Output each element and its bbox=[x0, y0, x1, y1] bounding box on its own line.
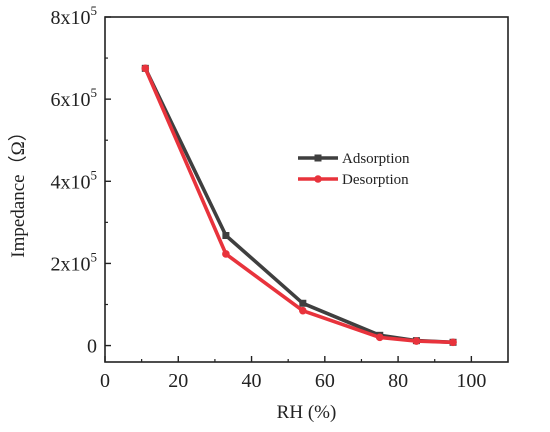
legend-marker-desorption bbox=[314, 175, 322, 183]
y-axis-title: Impedance（Ω） bbox=[7, 122, 29, 257]
x-tick-label: 0 bbox=[100, 370, 110, 392]
data-point-desorption bbox=[449, 338, 457, 347]
data-point-adsorption bbox=[222, 232, 230, 239]
y-tick-label: 2x105 bbox=[51, 249, 98, 275]
y-tick-label: 6x105 bbox=[51, 85, 98, 111]
x-tick-label: 40 bbox=[242, 370, 262, 392]
y-tick-label: 8x105 bbox=[51, 3, 98, 29]
x-axis-ticks: 0 20 40 60 80 100 bbox=[100, 356, 486, 392]
data-point-desorption bbox=[375, 333, 384, 342]
plot-frame bbox=[104, 16, 509, 363]
legend-label-adsorption: Adsorption bbox=[342, 151, 410, 167]
y-axis-ticks: 0 2x105 4x105 6x105 8x105 bbox=[51, 3, 111, 358]
series-layer bbox=[141, 64, 457, 347]
x-tick-label: 60 bbox=[315, 370, 335, 392]
data-point-desorption bbox=[412, 337, 421, 345]
series-line-desorption bbox=[143, 67, 454, 345]
data-point-desorption bbox=[141, 64, 150, 73]
x-tick-label: 80 bbox=[388, 370, 408, 392]
data-point-desorption bbox=[222, 250, 230, 258]
data-point-adsorption bbox=[299, 299, 307, 307]
y-tick-label: 4x105 bbox=[51, 167, 98, 193]
series-line-adsorption bbox=[143, 67, 454, 345]
y-tick-label: 0 bbox=[87, 336, 97, 358]
x-axis-title: RH (%) bbox=[277, 402, 337, 423]
legend-label-desorption: Desorption bbox=[342, 172, 409, 188]
x-tick-label: 100 bbox=[456, 370, 486, 392]
data-point-desorption bbox=[299, 306, 307, 315]
x-tick-label: 20 bbox=[168, 370, 188, 392]
legend: Adsorption Desorption bbox=[298, 151, 410, 188]
legend-marker-adsorption bbox=[314, 154, 322, 162]
